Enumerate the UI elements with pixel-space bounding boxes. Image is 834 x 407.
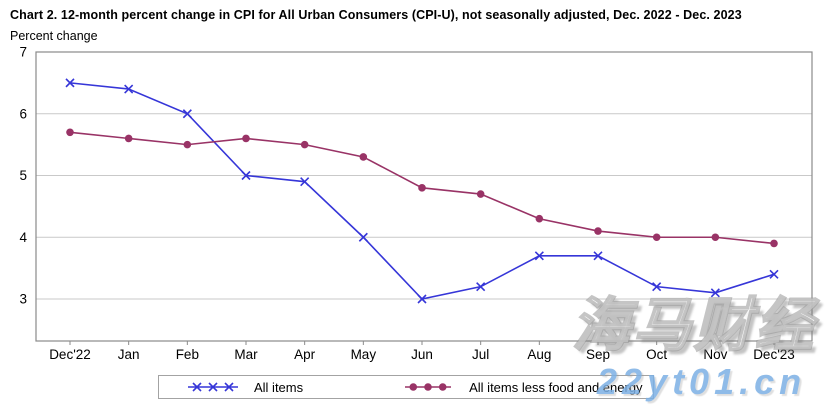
svg-text:May: May [351, 347, 377, 362]
legend-label-core: All items less food and energy [469, 379, 643, 395]
svg-text:5: 5 [19, 168, 27, 183]
chart-title: Chart 2. 12-month percent change in CPI … [10, 8, 742, 22]
all-items-line-swatch [188, 382, 238, 392]
svg-text:3: 3 [19, 292, 27, 307]
svg-text:6: 6 [19, 106, 27, 121]
svg-text:Jun: Jun [411, 347, 433, 362]
core-line-swatch [405, 383, 452, 391]
svg-text:Apr: Apr [294, 347, 316, 362]
svg-text:Mar: Mar [234, 347, 258, 362]
svg-text:Dec'23: Dec'23 [753, 347, 795, 362]
legend-item-core: All items less food and energy [403, 379, 643, 395]
legend-item-all-items: All items [186, 380, 303, 395]
svg-text:Feb: Feb [176, 347, 199, 362]
svg-text:Nov: Nov [703, 347, 727, 362]
svg-text:Sep: Sep [586, 347, 610, 362]
svg-text:4: 4 [19, 230, 27, 245]
svg-text:Oct: Oct [646, 347, 667, 362]
legend: All items All items less food and energy [158, 375, 654, 399]
legend-label-all-items: All items [254, 379, 304, 395]
series-x [65, 78, 779, 304]
series-dot [66, 128, 778, 248]
svg-text:Jan: Jan [118, 347, 140, 362]
svg-text:Jul: Jul [472, 347, 489, 362]
svg-text:Aug: Aug [527, 347, 551, 362]
svg-text:7: 7 [19, 45, 27, 60]
svg-text:Dec'22: Dec'22 [49, 347, 91, 362]
y-axis-unit-label: Percent change [10, 29, 98, 43]
